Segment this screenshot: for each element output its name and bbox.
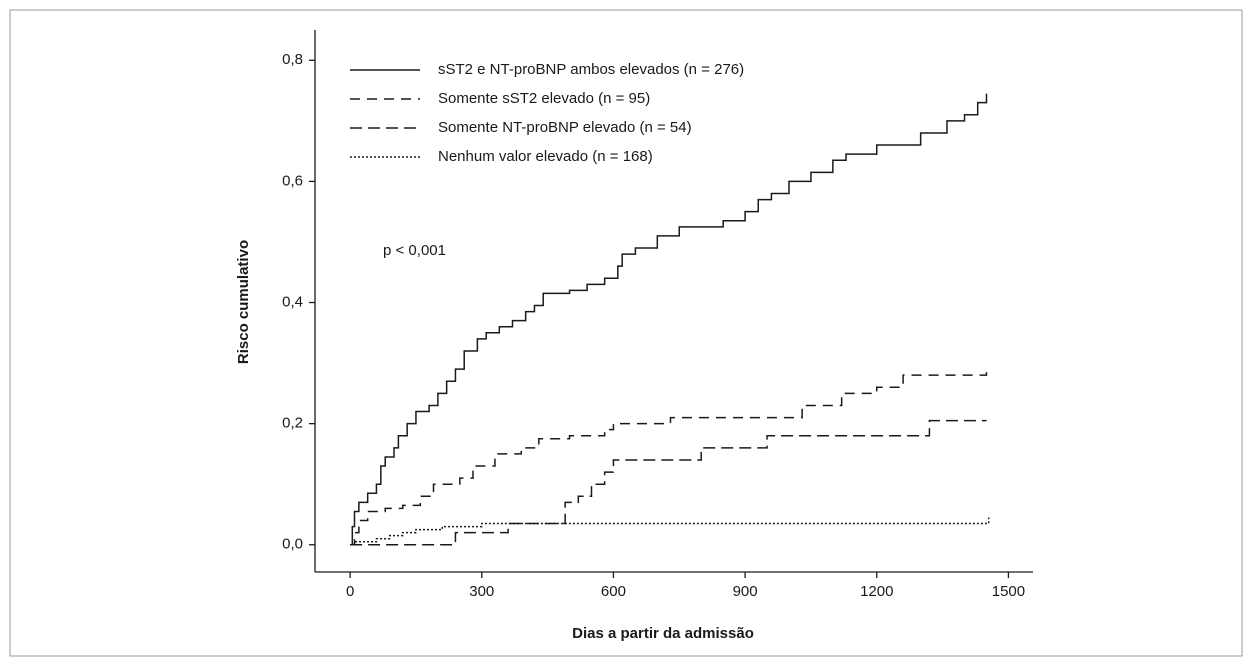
step-line	[350, 93, 988, 546]
y-tick-label: 0,4	[282, 293, 303, 310]
x-tick-label: 600	[601, 583, 626, 600]
annotation: p < 0,001	[383, 242, 446, 259]
step-line	[350, 372, 988, 546]
legend-label: Nenhum valor elevado (n = 168)	[438, 148, 653, 165]
legend-label: Somente sST2 elevado (n = 95)	[438, 90, 650, 107]
y-tick-label: 0,8	[282, 51, 303, 68]
y-tick-label: 0,2	[282, 415, 303, 432]
frame	[9, 9, 1243, 657]
x-tick-label: 900	[733, 583, 758, 600]
step-line	[350, 517, 990, 546]
x-tick-label: 300	[469, 583, 494, 600]
y-tick-label: 0,6	[282, 172, 303, 189]
x-tick-label: 1200	[860, 583, 893, 600]
y-tick-label: 0,0	[282, 536, 303, 553]
step-line	[350, 419, 987, 546]
legend-label: sST2 e NT-proBNP ambos elevados (n = 276…	[438, 61, 744, 78]
x-axis-title: Dias a partir da admissão	[572, 625, 754, 642]
x-tick-label: 0	[346, 583, 354, 600]
y-axis-title: Risco cumulativo	[235, 240, 252, 364]
legend-label: Somente NT-proBNP elevado (n = 54)	[438, 119, 692, 136]
x-tick-label: 1500	[992, 583, 1025, 600]
